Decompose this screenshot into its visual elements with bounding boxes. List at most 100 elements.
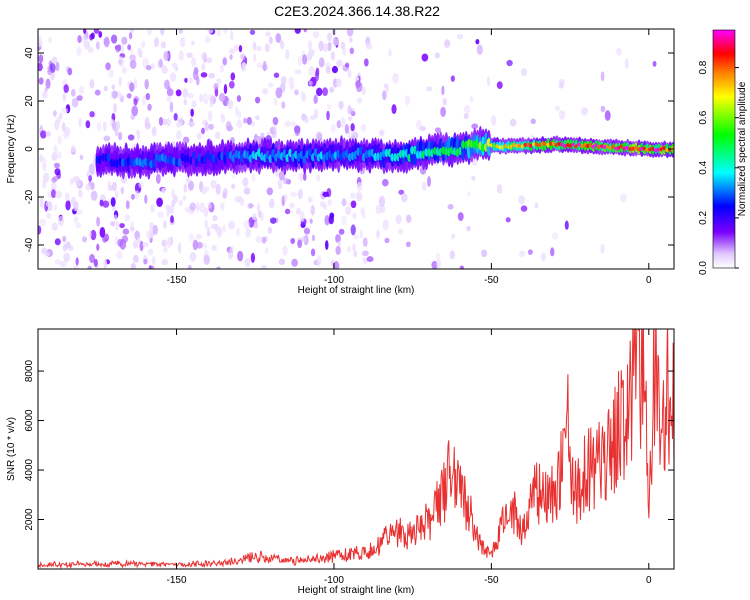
heatmap-noise-cell [209, 101, 214, 108]
heatmap-noise-cell [361, 250, 369, 257]
heatmap-noise-cell [208, 72, 215, 79]
heatmap-noise-cell [283, 193, 288, 202]
heatmap-noise-cell [132, 240, 139, 249]
heatmap-noise-cell [73, 216, 79, 223]
heatmap-noise-cell [76, 95, 83, 101]
heatmap-noise-cell [376, 229, 380, 239]
heatmap-noise-cell [179, 37, 186, 48]
heatmap-noise-cell [352, 242, 356, 252]
heatmap-noise-cell [322, 191, 329, 198]
heatmap-noise-cell [256, 62, 263, 68]
heatmap-noise-cell [327, 199, 333, 206]
heatmap-noise-cell [65, 199, 71, 211]
heatmap-noise-cell [296, 207, 302, 215]
heatmap-noise-cell [346, 29, 354, 37]
heatmap-noise-cell [264, 247, 269, 254]
heatmap-noise-cell [133, 98, 138, 106]
heatmap-noise-cell [114, 120, 121, 131]
heatmap-noise-cell [186, 52, 193, 59]
snr-y-tick-label: 2000 [24, 508, 35, 531]
heatmap-noise-cell [395, 214, 402, 225]
heatmap-noise-cell [85, 183, 92, 191]
heatmap-noise-cell [141, 95, 147, 107]
heatmap-noise-cell [103, 85, 108, 92]
heatmap-noise-cell [94, 89, 101, 96]
heatmap-noise-cell [207, 93, 215, 102]
heatmap-noise-cell [182, 136, 190, 144]
heatmap-noise-cell [76, 178, 82, 187]
heatmap-noise-cell [337, 240, 341, 247]
heatmap-noise-cell [230, 72, 236, 81]
heatmap-noise-cell [206, 57, 213, 64]
snr-y-tick-label: 8000 [24, 360, 35, 383]
heatmap-noise-cell [496, 184, 503, 194]
heatmap-noise-cell [78, 117, 82, 128]
heatmap-noise-cell [203, 254, 211, 265]
heatmap-noise-cell [206, 226, 211, 232]
heatmap-noise-cell [67, 67, 73, 76]
colorbar [713, 30, 735, 268]
heatmap-noise-cell [127, 134, 135, 141]
heatmap-noise-cell [201, 62, 206, 72]
heatmap-noise-cell [398, 189, 405, 195]
heatmap-noise-cell [330, 51, 336, 61]
heatmap-noise-cell [99, 226, 106, 238]
heatmap-noise-cell [125, 200, 130, 210]
heatmap-noise-cell [163, 245, 168, 253]
heatmap-noise-cell [111, 205, 117, 211]
heatmap-noise-cell [307, 39, 313, 51]
heatmap-noise-cell [111, 84, 115, 91]
heatmap-noise-cell [378, 195, 386, 207]
heatmap-noise-cell [381, 90, 387, 101]
heatmap-noise-cell [113, 103, 118, 114]
heatmap-noise-cell [225, 120, 232, 131]
heatmap-noise-cell [178, 50, 184, 61]
heatmap-noise-cell [161, 239, 167, 247]
heatmap-noise-cell [352, 212, 357, 220]
heatmap-noise-cell [192, 239, 199, 251]
heatmap-noise-cell [246, 116, 252, 126]
heatmap-noise-cell [117, 131, 123, 141]
heatmap-noise-cell [229, 48, 236, 55]
heatmap-noise-cell [54, 238, 61, 246]
heatmap-noise-cell [55, 190, 63, 199]
heatmap-noise-cell [182, 195, 187, 201]
spectrogram-panel: -150 -100 -50 0 -40 -20 0 20 40 Height of strai… [6, 28, 748, 296]
heatmap-noise-cell [171, 188, 175, 199]
heatmap-noise-cell [133, 78, 138, 89]
heatmap-noise-cell [108, 69, 114, 78]
heatmap-noise-cell [354, 76, 360, 82]
heatmap-noise-cell [167, 85, 171, 95]
heatmap-noise-cell [110, 34, 118, 44]
heatmap-noise-cell [309, 80, 313, 86]
heatmap-noise-cell [87, 265, 92, 269]
snr-y-ticks: 2000 4000 6000 8000 [24, 360, 674, 531]
heatmap-noise-cell [223, 84, 228, 95]
heatmap-noise-cell [406, 241, 411, 248]
colorbar-tick-label: 0.8 [698, 60, 709, 74]
heatmap-noise-cell [95, 41, 100, 50]
heatmap-noise-cell [119, 239, 127, 250]
heatmap-noise-cell [447, 204, 454, 210]
heatmap-noise-cell [466, 225, 471, 232]
heatmap-noise-cell [261, 236, 267, 244]
heatmap-noise-cell [75, 257, 79, 266]
heatmap-noise-cell [282, 245, 288, 256]
heatmap-noise-cell [440, 106, 446, 117]
heatmap-noise-cell [40, 130, 47, 139]
heatmap-noise-cell [137, 47, 143, 57]
heatmap-noise-cell [273, 72, 280, 78]
heatmap-noise-cell [169, 101, 174, 113]
heatmap-noise-cell [302, 54, 308, 65]
heatmap-noise-cell [239, 197, 245, 207]
heatmap-noise-cell [102, 200, 110, 208]
heatmap-noise-cell [581, 107, 588, 116]
heatmap-noise-cell [422, 181, 427, 191]
heatmap-noise-cell [339, 101, 344, 110]
heatmap-noise-cell [189, 251, 197, 262]
heatmap-noise-cell [141, 40, 146, 49]
heatmap-noise-cell [90, 229, 97, 241]
heatmap-noise-cell [129, 59, 137, 69]
heatmap-noise-cell [392, 72, 399, 84]
heatmap-noise-cell [199, 202, 206, 213]
